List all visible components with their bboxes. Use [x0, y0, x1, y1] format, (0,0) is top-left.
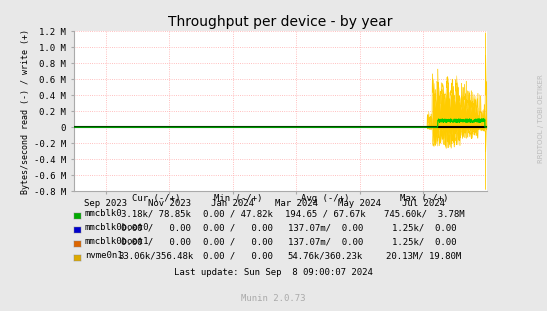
Text: mmcblk0: mmcblk0 [85, 209, 123, 218]
Text: 0.00 /   0.00: 0.00 / 0.00 [121, 237, 191, 246]
Text: 0.00 /   0.00: 0.00 / 0.00 [203, 223, 273, 232]
Text: nvme0n1: nvme0n1 [85, 251, 123, 260]
Text: 745.60k/  3.78M: 745.60k/ 3.78M [383, 209, 464, 218]
Text: 0.00 /   0.00: 0.00 / 0.00 [121, 223, 191, 232]
Title: Throughput per device - by year: Throughput per device - by year [168, 15, 393, 29]
Text: 54.76k/360.23k: 54.76k/360.23k [288, 251, 363, 260]
Text: 137.07m/  0.00: 137.07m/ 0.00 [288, 223, 363, 232]
Text: mmcblk0boot0: mmcblk0boot0 [85, 223, 149, 232]
Text: 0.00 /   0.00: 0.00 / 0.00 [203, 237, 273, 246]
Text: 1.25k/  0.00: 1.25k/ 0.00 [392, 237, 456, 246]
Text: mmcblk0boot1: mmcblk0boot1 [85, 237, 149, 246]
Text: Avg (-/+): Avg (-/+) [301, 193, 350, 202]
Text: Munin 2.0.73: Munin 2.0.73 [241, 294, 306, 303]
Text: 194.65 / 67.67k: 194.65 / 67.67k [285, 209, 366, 218]
Text: 1.25k/  0.00: 1.25k/ 0.00 [392, 223, 456, 232]
Text: 33.06k/356.48k: 33.06k/356.48k [118, 251, 194, 260]
Text: Max (-/+): Max (-/+) [400, 193, 448, 202]
Text: 137.07m/  0.00: 137.07m/ 0.00 [288, 237, 363, 246]
Text: 20.13M/ 19.80M: 20.13M/ 19.80M [386, 251, 462, 260]
Text: Cur (-/+): Cur (-/+) [132, 193, 180, 202]
Text: 0.00 / 47.82k: 0.00 / 47.82k [203, 209, 273, 218]
Text: 0.00 /   0.00: 0.00 / 0.00 [203, 251, 273, 260]
Text: Last update: Sun Sep  8 09:00:07 2024: Last update: Sun Sep 8 09:00:07 2024 [174, 268, 373, 277]
Text: Min (-/+): Min (-/+) [214, 193, 262, 202]
Y-axis label: Bytes/second read (-) / write (+): Bytes/second read (-) / write (+) [21, 29, 30, 194]
Text: RRDTOOL / TOBI OETIKER: RRDTOOL / TOBI OETIKER [538, 74, 544, 163]
Text: 3.18k/ 78.85k: 3.18k/ 78.85k [121, 209, 191, 218]
